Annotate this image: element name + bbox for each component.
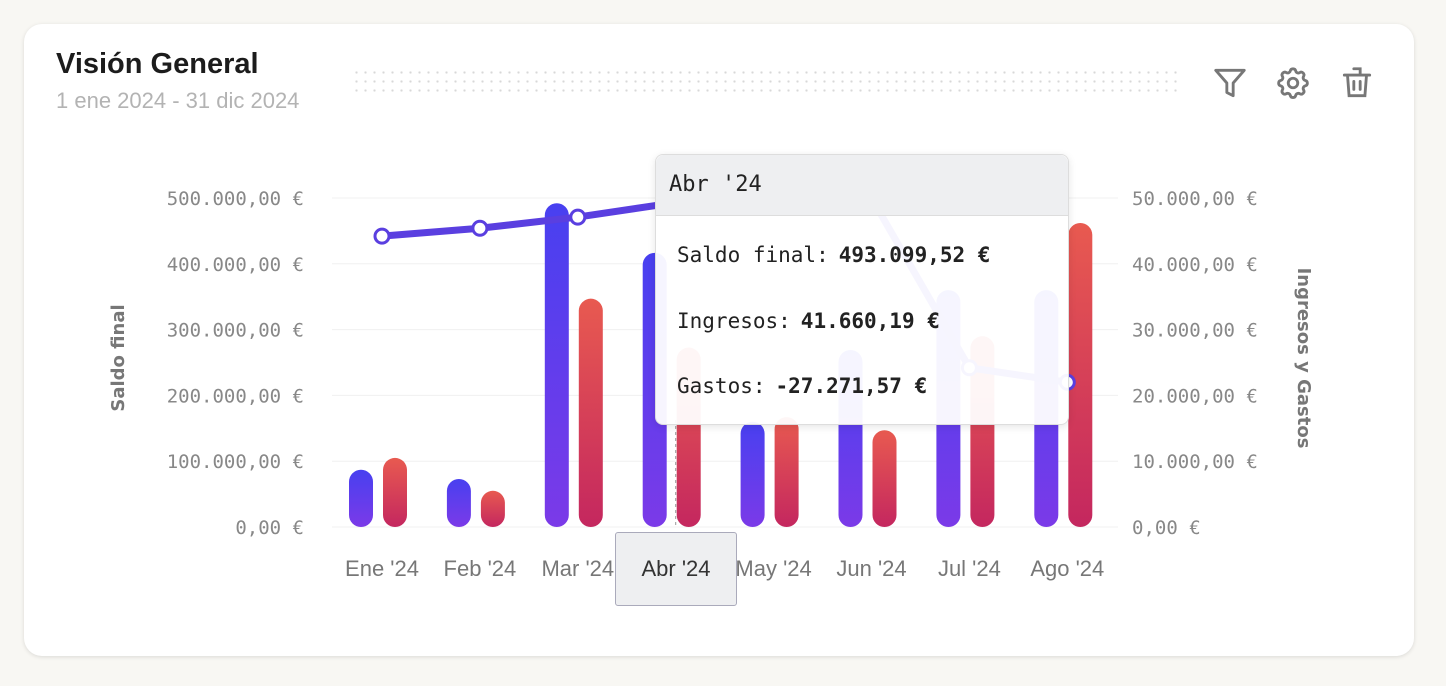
y-tick-left: 0,00 € <box>235 517 304 539</box>
trash-icon[interactable] <box>1338 64 1376 102</box>
tooltip-row-ingresos: Ingresos: 41.660,19 € <box>677 309 940 333</box>
tooltip-label: Saldo final: <box>677 243 829 267</box>
y-tick-left: 300.000,00 € <box>167 320 304 342</box>
saldo-final-point[interactable] <box>471 219 489 237</box>
y-tick-right: 40.000,00 € <box>1132 254 1258 276</box>
x-axis-hover-label: Abr '24 <box>615 532 737 606</box>
y-tick-right: 10.000,00 € <box>1132 451 1258 473</box>
tooltip-row-saldo: Saldo final: 493.099,52 € <box>677 243 990 267</box>
x-tick: Ene '24 <box>345 556 419 581</box>
tooltip-value: -27.271,57 € <box>775 374 928 398</box>
gear-icon[interactable] <box>1274 64 1312 102</box>
x-tick: May '24 <box>735 556 811 581</box>
tooltip-title: Abr '24 <box>656 155 1068 216</box>
tooltip-value: 41.660,19 € <box>800 309 940 333</box>
y-tick-right: 30.000,00 € <box>1132 320 1258 342</box>
x-tick: Feb '24 <box>444 556 517 581</box>
x-tick: Jul '24 <box>938 556 1001 581</box>
tooltip-row-gastos: Gastos: -27.271,57 € <box>677 374 927 398</box>
drag-handle[interactable] <box>352 68 1182 96</box>
ingresos-bar[interactable] <box>349 469 373 527</box>
filter-icon[interactable] <box>1211 64 1249 102</box>
saldo-final-point[interactable] <box>373 227 391 245</box>
y-tick-right: 50.000,00 € <box>1132 188 1258 210</box>
y-axis-left-label: Saldo final <box>108 304 129 411</box>
ingresos-bar[interactable] <box>446 478 471 527</box>
gastos-bar[interactable] <box>480 490 505 527</box>
x-tick: Jun '24 <box>836 556 906 581</box>
tooltip-label: Ingresos: <box>677 309 791 333</box>
tooltip-label: Gastos: <box>677 374 766 398</box>
ingresos-bar[interactable] <box>544 203 569 527</box>
date-range: 1 ene 2024 - 31 dic 2024 <box>56 88 300 113</box>
y-axis-right-label: Ingresos y Gastos <box>1293 268 1314 449</box>
gastos-bar[interactable] <box>872 430 897 527</box>
x-tick: Ago '24 <box>1030 556 1104 581</box>
gastos-bar[interactable] <box>578 298 603 527</box>
y-tick-left: 400.000,00 € <box>167 254 304 276</box>
y-tick-left: 500.000,00 € <box>167 188 304 210</box>
tooltip-value: 493.099,52 € <box>838 243 991 267</box>
chart-tooltip: Abr '24 Saldo final: 493.099,52 € Ingreso… <box>655 154 1069 425</box>
y-tick-right: 20.000,00 € <box>1132 385 1258 407</box>
x-tick: Mar '24 <box>541 556 614 581</box>
saldo-final-point[interactable] <box>569 208 587 226</box>
y-tick-right: 0,00 € <box>1132 517 1201 539</box>
card-title: Visión General <box>56 48 259 80</box>
gastos-bar[interactable] <box>383 457 407 527</box>
gastos-bar[interactable] <box>774 417 799 527</box>
ingresos-bar[interactable] <box>740 421 765 527</box>
y-tick-left: 100.000,00 € <box>167 451 304 473</box>
gastos-bar[interactable] <box>1068 223 1093 527</box>
y-tick-left: 200.000,00 € <box>167 385 304 407</box>
